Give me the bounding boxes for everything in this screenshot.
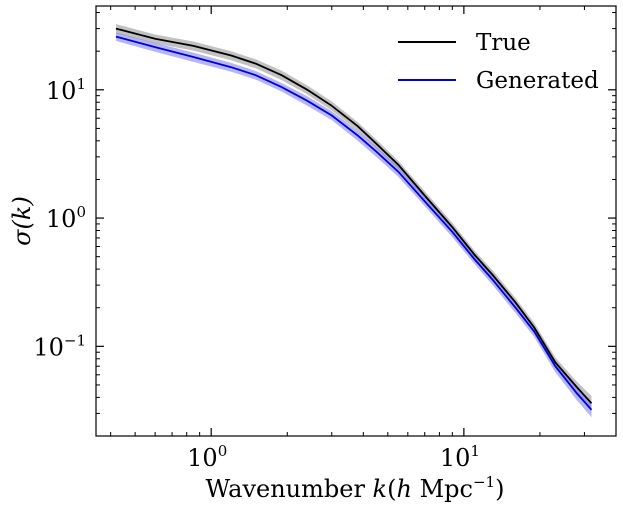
y-tick-label: 100 [46, 203, 86, 233]
x-axis-title-open: ( [387, 475, 396, 503]
series-line-true [115, 27, 593, 404]
x-axis-title-prefix: Wavenumber [206, 475, 373, 503]
x-axis-title-unit: Mpc [412, 475, 473, 503]
series-line-generated [115, 35, 593, 411]
x-tick-label: 101 [440, 442, 480, 472]
x-axis-title-var: k [373, 475, 388, 503]
y-axis-title: σ(k) [8, 196, 36, 246]
plot-frame [95, 5, 617, 437]
series-layer [115, 24, 593, 418]
x-axis-title-exp: −1 [473, 473, 495, 491]
y-tick-label: 10−1 [33, 331, 86, 361]
legend-label-generated: Generated [476, 68, 599, 94]
legend-label-true: True [476, 30, 531, 56]
ticks-layer: 100 101 10−1 100 101 [33, 6, 616, 472]
legend: True Generated [398, 30, 599, 94]
x-tick-label: 100 [187, 442, 227, 472]
x-axis-title-close: ) [495, 475, 504, 503]
x-axis-title: Wavenumber k(h Mpc−1) [206, 473, 505, 503]
y-tick-label: 101 [46, 75, 86, 105]
x-axis-title-h: h [396, 475, 411, 503]
